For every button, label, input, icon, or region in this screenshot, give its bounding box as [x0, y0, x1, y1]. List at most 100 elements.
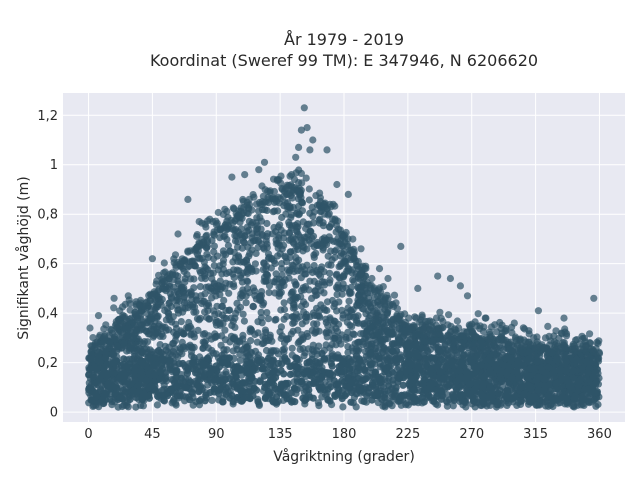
scatter-point: [95, 376, 103, 384]
scatter-point: [379, 348, 387, 356]
scatter-point: [388, 340, 396, 348]
scatter-point: [230, 273, 238, 282]
scatter-point: [385, 382, 393, 390]
scatter-point: [171, 337, 179, 345]
scatter-point: [286, 370, 294, 378]
scatter-point: [216, 234, 224, 242]
scatter-point: [114, 403, 122, 411]
scatter-point: [219, 265, 228, 274]
scatter-point: [560, 339, 568, 347]
scatter-point: [263, 219, 271, 228]
scatter-point: [344, 242, 352, 250]
scatter-point: [314, 282, 322, 290]
scatter-point: [592, 402, 600, 410]
scatter-point: [231, 323, 239, 331]
scatter-point: [239, 258, 248, 266]
scatter-points: [85, 104, 604, 411]
scatter-point: [96, 358, 104, 366]
scatter-point: [544, 322, 552, 330]
scatter-point: [283, 258, 291, 266]
scatter-point: [368, 381, 377, 389]
scatter-point: [384, 319, 392, 327]
scatter-point: [219, 247, 227, 255]
scatter-point: [299, 345, 307, 353]
scatter-point: [196, 353, 204, 361]
scatter-point: [306, 371, 314, 379]
scatter-point: [249, 284, 257, 292]
scatter-point: [239, 387, 247, 395]
scatter-point: [216, 291, 224, 299]
scatter-point: [363, 392, 371, 400]
scatter-point: [402, 401, 410, 409]
scatter-point: [479, 383, 487, 391]
scatter-point: [219, 398, 227, 406]
scatter-point: [180, 284, 188, 292]
scatter-point: [316, 207, 324, 216]
scatter-point: [574, 377, 583, 386]
scatter-point: [463, 328, 471, 336]
scatter-point: [223, 235, 231, 244]
scatter-point: [513, 340, 522, 349]
scatter-point: [497, 391, 505, 399]
scatter-point: [153, 329, 161, 337]
scatter-point: [329, 334, 337, 342]
scatter-point: [400, 327, 408, 335]
scatter-point: [215, 376, 223, 384]
scatter-point: [553, 379, 561, 387]
scatter-point: [282, 184, 290, 192]
scatter-point: [97, 341, 105, 349]
scatter-point: [236, 303, 245, 311]
scatter-point: [92, 389, 100, 397]
scatter-point: [209, 230, 218, 238]
scatter-point: [264, 230, 272, 238]
scatter-point: [405, 381, 413, 389]
scatter-point: [394, 339, 402, 347]
scatter-point: [521, 325, 529, 333]
scatter-point: [375, 354, 383, 362]
scatter-point: [586, 330, 594, 338]
scatter-point: [320, 346, 328, 354]
scatter-point: [355, 345, 363, 353]
scatter-point: [204, 354, 212, 362]
scatter-point: [305, 358, 313, 366]
scatter-point: [95, 333, 103, 341]
scatter-point: [525, 348, 533, 356]
scatter-point: [572, 356, 581, 364]
scatter-point: [309, 232, 318, 240]
scatter-point: [202, 283, 210, 291]
scatter-point: [180, 299, 189, 307]
scatter-point: [179, 359, 187, 368]
scatter-point: [444, 351, 452, 359]
scatter-point: [239, 331, 247, 339]
scatter-point: [533, 358, 541, 366]
scatter-point: [458, 339, 466, 347]
scatter-point: [502, 354, 510, 362]
scatter-point: [253, 228, 261, 237]
scatter-point: [321, 200, 329, 208]
scatter-point: [157, 301, 165, 309]
scatter-point: [272, 270, 280, 278]
scatter-point: [436, 308, 444, 316]
scatter-point: [553, 396, 561, 404]
scatter-point: [178, 338, 186, 346]
scatter-point: [266, 333, 274, 342]
scatter-point: [313, 347, 321, 355]
scatter-point: [335, 363, 343, 371]
scatter-point: [265, 289, 273, 297]
scatter-point: [589, 356, 597, 364]
scatter-point: [326, 223, 334, 231]
scatter-point: [527, 354, 535, 362]
scatter-point: [576, 345, 585, 353]
scatter-point: [323, 298, 332, 306]
scatter-point: [590, 396, 598, 404]
scatter-point: [337, 252, 345, 260]
scatter-point: [227, 361, 235, 369]
scatter-point: [244, 204, 252, 212]
scatter-point: [300, 243, 308, 251]
scatter-point: [433, 392, 441, 400]
scatter-point: [291, 398, 299, 406]
scatter-point: [452, 378, 460, 386]
scatter-point: [578, 365, 586, 373]
scatter-point: [113, 342, 121, 350]
scatter-point: [295, 166, 303, 174]
